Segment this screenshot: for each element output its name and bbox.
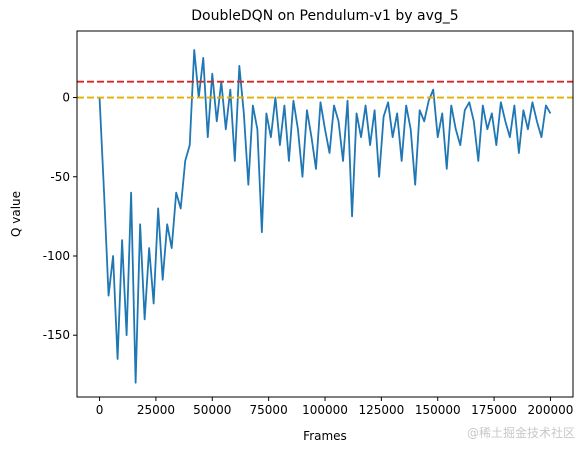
- x-tick-label: 200000: [528, 403, 574, 417]
- chart-title: DoubleDQN on Pendulum-v1 by avg_5: [191, 8, 458, 24]
- x-tick-label: 150000: [415, 403, 461, 417]
- y-tick-label: 0: [62, 91, 70, 105]
- x-tick-label: 50000: [193, 403, 231, 417]
- x-tick-label: 25000: [137, 403, 175, 417]
- y-tick-label: -100: [43, 249, 70, 263]
- x-tick-label: 75000: [250, 403, 288, 417]
- plot-frame: [76, 30, 574, 398]
- y-axis-label: Q value: [9, 191, 23, 237]
- y-tick-label: -50: [50, 170, 70, 184]
- x-tick-label: 100000: [302, 403, 348, 417]
- watermark: @稀土掘金技术社区: [467, 425, 575, 440]
- x-tick-label: 175000: [471, 403, 517, 417]
- x-axis-label: Frames: [303, 429, 347, 443]
- x-tick-label: 0: [96, 403, 104, 417]
- data-line: [98, 49, 552, 384]
- y-tick-label: -150: [43, 328, 70, 342]
- x-tick-label: 125000: [358, 403, 404, 417]
